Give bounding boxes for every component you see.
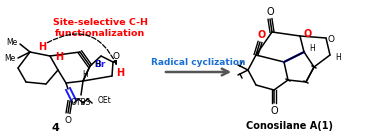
Text: Me: Me bbox=[6, 38, 18, 47]
Text: O: O bbox=[327, 34, 335, 44]
Text: Br: Br bbox=[94, 59, 106, 69]
Text: O: O bbox=[113, 52, 119, 60]
Text: OEt: OEt bbox=[97, 95, 111, 105]
Text: 4: 4 bbox=[51, 123, 59, 133]
Text: Radical cyclization: Radical cyclization bbox=[151, 58, 245, 66]
Text: Me: Me bbox=[5, 54, 15, 63]
Text: H: H bbox=[38, 42, 46, 52]
Text: O: O bbox=[304, 29, 312, 39]
FancyArrowPatch shape bbox=[47, 34, 116, 64]
Text: OTBS: OTBS bbox=[71, 97, 91, 106]
Text: H: H bbox=[94, 59, 100, 69]
Text: H: H bbox=[309, 44, 315, 53]
Text: Site-selective C-H
functionalization: Site-selective C-H functionalization bbox=[53, 18, 147, 38]
Text: H: H bbox=[55, 52, 63, 62]
Text: Conosilane A(1): Conosilane A(1) bbox=[246, 121, 333, 131]
Text: H: H bbox=[116, 68, 124, 78]
Text: O: O bbox=[266, 7, 274, 17]
Text: H: H bbox=[335, 53, 341, 61]
Text: O: O bbox=[258, 30, 266, 40]
Text: O: O bbox=[65, 116, 71, 125]
Text: H: H bbox=[82, 70, 88, 79]
Text: O: O bbox=[270, 106, 278, 116]
